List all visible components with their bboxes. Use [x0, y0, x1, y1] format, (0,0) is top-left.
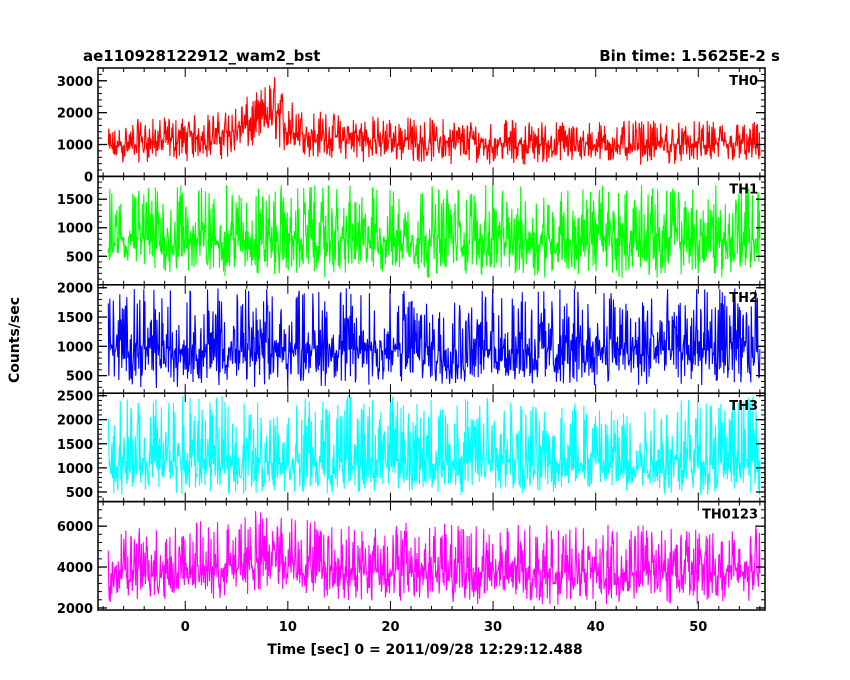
x-tick-label: 20: [381, 620, 399, 635]
x-axis-label: Time [sec] 0 = 2011/09/28 12:29:12.488: [267, 642, 583, 658]
panels-group: 0 1000 2000 3000 TH0 500 1000 1500 TH1 500 1000 150…: [57, 67, 766, 617]
x-tick-label: 30: [484, 620, 502, 635]
series-th0: [107, 76, 761, 165]
y-tick-label: 1500: [57, 193, 93, 208]
series-th1: [107, 184, 761, 278]
y-tick-label: 3000: [57, 75, 93, 90]
panel-label-th0123: TH0123: [702, 508, 758, 523]
y-tick-label: 2000: [57, 414, 93, 429]
panel-th2: 500 1000 1500 2000 TH2: [57, 282, 766, 394]
chart-title: ae110928122912_wam2_bst: [83, 47, 320, 65]
y-tick-label: 6000: [57, 520, 93, 535]
panel-label-th3: TH3: [729, 399, 758, 414]
y-tick-label: 4000: [57, 561, 93, 576]
x-tick-label: 10: [279, 620, 297, 635]
y-tick-label: 500: [66, 370, 93, 385]
y-tick-label: 1000: [57, 340, 93, 355]
series-th2: [107, 288, 761, 389]
x-axis: 0 10 20 30 40 50: [181, 620, 708, 635]
y-axis-label: Counts/sec: [7, 297, 23, 383]
y-tick-label: 2000: [57, 107, 93, 122]
panel-th0123: 2000 4000 6000 TH0123: [57, 500, 766, 617]
panel-label-th2: TH2: [729, 291, 758, 306]
series-th0123: [107, 510, 761, 605]
y-tick-label: 2000: [57, 282, 93, 297]
x-tick-label: 0: [181, 620, 190, 635]
y-tick-label: 2000: [57, 602, 93, 617]
y-tick-label: 2500: [57, 390, 93, 405]
y-tick-label: 1500: [57, 438, 93, 453]
panel-th0: 0 1000 2000 3000 TH0: [57, 67, 766, 185]
bin-time-label: Bin time: 1.5625E-2 s: [599, 47, 780, 65]
y-tick-label: 1000: [57, 139, 93, 154]
panel-th1: 500 1000 1500 TH1: [57, 175, 766, 286]
y-tick-label: 1000: [57, 462, 93, 477]
x-tick-label: 40: [587, 620, 605, 635]
series-th3: [107, 395, 761, 496]
y-tick-label: 1000: [57, 222, 93, 237]
y-tick-label: 500: [66, 250, 93, 265]
y-tick-label: 0: [84, 170, 93, 185]
panel-th3: 500 1000 1500 2000 2500 TH3: [57, 390, 766, 503]
y-tick-label: 500: [66, 486, 93, 501]
panel-label-th1: TH1: [729, 182, 758, 197]
y-tick-label: 1500: [57, 311, 93, 326]
x-tick-label: 50: [689, 620, 707, 635]
panel-label-th0: TH0: [729, 74, 758, 89]
